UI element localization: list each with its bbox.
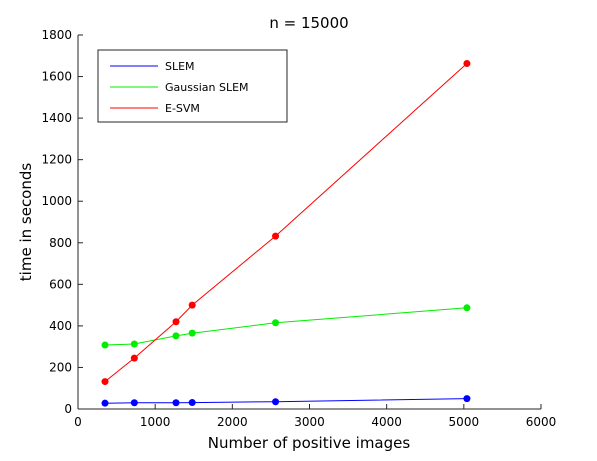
data-point	[130, 399, 138, 407]
legend-label: SLEM	[165, 60, 195, 73]
y-axis-label: time in seconds	[17, 163, 35, 282]
y-tick-label: 400	[49, 319, 72, 333]
chart-title: n = 15000	[269, 14, 348, 32]
x-tick-label: 6000	[526, 415, 557, 429]
data-point	[188, 329, 196, 337]
data-point	[272, 232, 280, 240]
series-line	[104, 398, 467, 404]
y-tick-label: 1000	[41, 194, 72, 208]
legend: SLEM Gaussian SLEM E-SVM	[97, 49, 288, 123]
data-point	[172, 399, 180, 407]
data-point	[172, 332, 180, 340]
y-tick-label: 800	[49, 236, 72, 250]
data-point	[101, 399, 109, 407]
x-tick-label: 3000	[294, 415, 325, 429]
series-line	[104, 307, 467, 346]
y-tick-label: 1400	[41, 111, 72, 125]
y-tick-label: 1800	[41, 28, 72, 42]
data-point	[101, 378, 109, 386]
data-point	[188, 301, 196, 309]
series-line	[104, 63, 468, 382]
data-point	[172, 318, 180, 326]
x-tick-label: 5000	[449, 415, 480, 429]
legend-box	[97, 49, 288, 123]
x-tick-label: 1000	[140, 415, 171, 429]
x-tick-label: 2000	[217, 415, 248, 429]
data-point	[463, 59, 471, 67]
data-point	[272, 319, 280, 327]
series-gaussian-slem	[101, 304, 471, 349]
legend-label: Gaussian SLEM	[165, 81, 249, 94]
x-tick-label: 4000	[371, 415, 402, 429]
data-point	[130, 354, 138, 362]
y-tick-label: 1200	[41, 153, 72, 167]
y-tick-label: 1600	[41, 70, 72, 84]
data-point	[130, 340, 138, 348]
data-point	[272, 398, 280, 406]
x-tick-label: 0	[74, 415, 82, 429]
y-tick-label: 600	[49, 277, 72, 291]
y-tick-label: 0	[64, 402, 72, 416]
series-e-svm	[101, 59, 471, 386]
data-point	[188, 399, 196, 407]
x-axis-label: Number of positive images	[208, 434, 411, 452]
y-axis-ticks: 0 200 400 600 800 1000 1200 1400 1600 1800	[41, 28, 83, 416]
legend-label: E-SVM	[165, 102, 200, 115]
y-tick-label: 200	[49, 360, 72, 374]
series-layer	[101, 59, 471, 407]
x-axis-ticks: 0 1000 2000 3000 4000 5000 6000	[74, 404, 556, 429]
data-point	[463, 395, 471, 403]
series-slem	[101, 395, 471, 407]
data-point	[463, 304, 471, 312]
data-point	[101, 341, 109, 349]
